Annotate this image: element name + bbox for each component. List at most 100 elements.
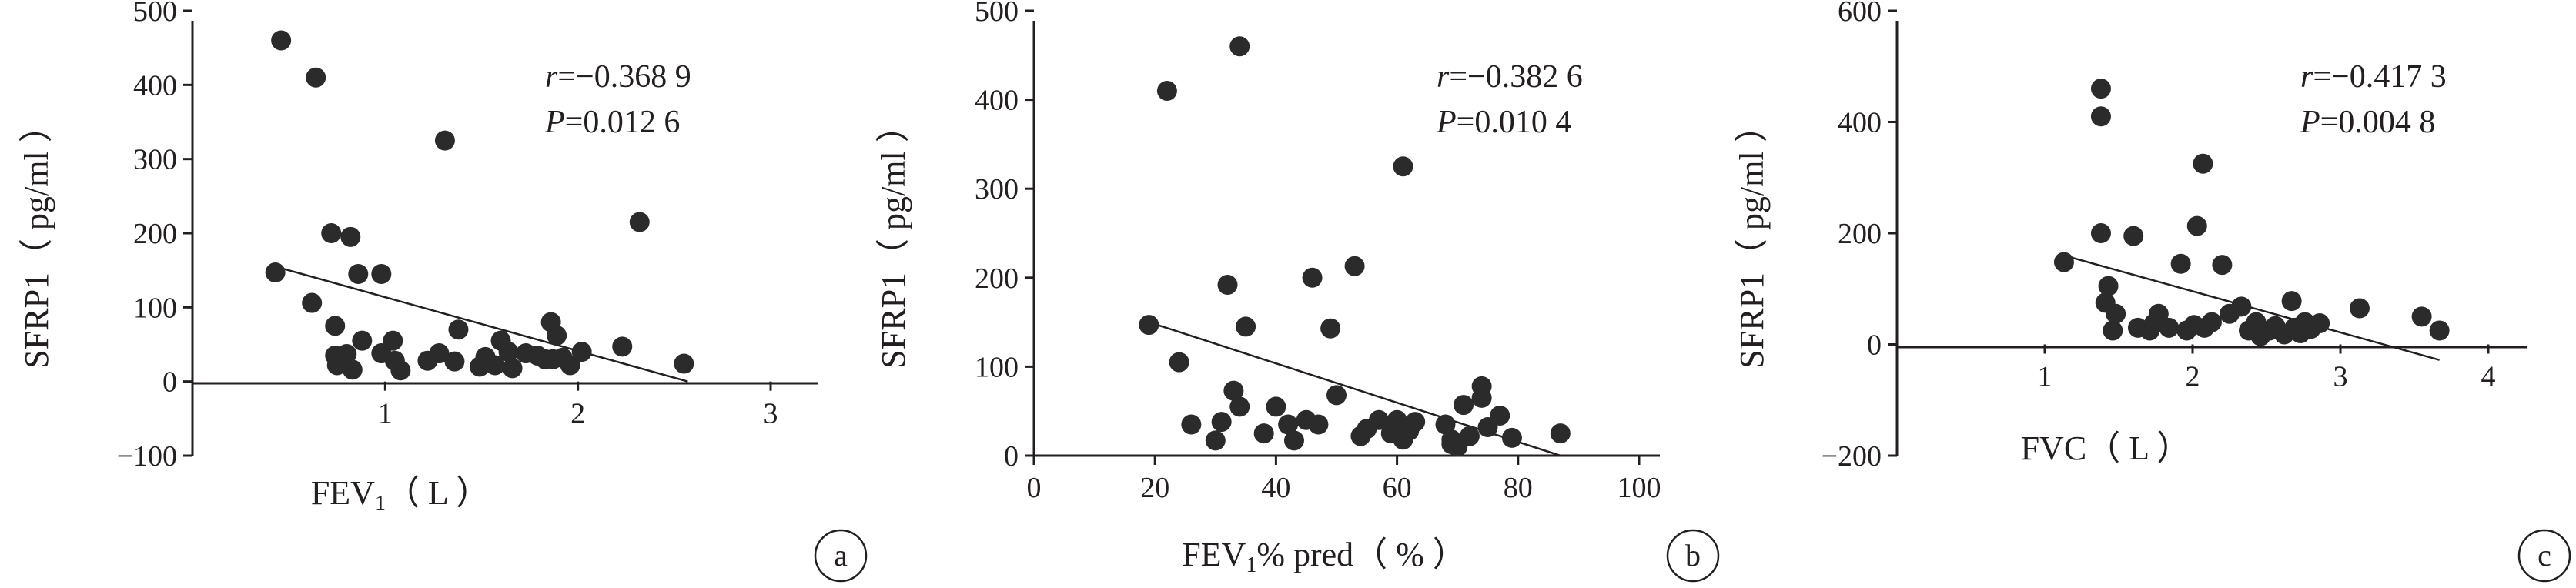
y-axis-label: SFRP1（ pg/ml ） (875, 109, 912, 368)
y-tick-label: −100 (117, 440, 177, 473)
data-point (1229, 396, 1250, 417)
data-point (485, 355, 506, 376)
data-point (383, 330, 403, 351)
data-point (348, 263, 369, 284)
y-tick-label: 400 (1838, 107, 1882, 139)
x-tick-label: 2 (2186, 361, 2200, 393)
data-point (1283, 430, 1304, 451)
data-point (371, 263, 392, 284)
regression-line (2063, 254, 2440, 361)
data-point (2212, 255, 2233, 276)
data-point (2098, 276, 2119, 296)
data-point (1326, 385, 1347, 406)
x-ticks: 1 2 3 (378, 381, 778, 430)
data-points (265, 30, 694, 381)
x-tick-label: 60 (1383, 472, 1412, 504)
data-point (547, 325, 567, 346)
x-axis-label: FVC（ L ） (2021, 429, 2191, 467)
data-point (1156, 81, 1177, 102)
data-point (434, 130, 455, 151)
data-point (306, 67, 326, 88)
trendline (2063, 254, 2440, 361)
y-tick-label: 100 (975, 351, 1019, 383)
data-point (1139, 315, 1159, 336)
data-point (1501, 427, 1522, 448)
p-value: P=0.012 6 (544, 105, 680, 140)
data-point (1169, 352, 1189, 373)
y-tick-label: 200 (975, 262, 1019, 295)
x-tick-label: 4 (2481, 361, 2496, 393)
data-point (1236, 316, 1256, 337)
p-value: P=0.004 8 (2300, 105, 2435, 140)
y-tick-label: 400 (975, 85, 1019, 117)
y-tick-label: 600 (1838, 0, 1882, 28)
correlation-r: r=−0.368 9 (545, 59, 691, 95)
data-point (560, 355, 580, 376)
y-tick-label: 100 (133, 292, 177, 324)
data-point (340, 226, 361, 247)
panel-letter-circle (1666, 529, 1720, 583)
data-point (2053, 252, 2074, 272)
y-tick-label: 0 (162, 366, 177, 399)
data-point (2193, 153, 2213, 174)
data-point (352, 330, 373, 351)
y-tick-label: 500 (133, 0, 177, 28)
x-ticks: 0 20 40 60 80 100 (1027, 456, 1661, 504)
trendline (275, 266, 688, 383)
data-point (1266, 396, 1286, 417)
data-point (2411, 306, 2432, 327)
y-tick-label: 0 (1004, 440, 1019, 473)
data-point (2123, 226, 2144, 246)
data-point (1217, 275, 1238, 296)
y-tick-label: 400 (133, 69, 177, 102)
x-tick-label: 80 (1504, 472, 1533, 504)
panel-letter: b (1685, 538, 1701, 573)
data-point (1205, 430, 1226, 451)
y-ticks: −200 0 200 400 600 (1822, 0, 1897, 473)
x-tick-label: 20 (1140, 472, 1169, 504)
data-point (629, 212, 650, 232)
x-ticks: 1 2 3 4 (2038, 344, 2496, 393)
x-tick-label: 1 (378, 398, 393, 430)
data-point (1253, 423, 1274, 444)
panel-c: −200 0 200 400 600 1 2 3 4 SFRP1（ pg/ml ） FVC（ … (1733, 0, 2571, 583)
data-point (571, 342, 592, 362)
data-point (1278, 414, 1299, 435)
correlation-r: r=−0.382 6 (1437, 59, 1583, 95)
data-point (1550, 423, 1571, 444)
x-tick-label: 100 (1618, 472, 1661, 504)
data-point (674, 353, 694, 374)
data-point (2090, 106, 2111, 127)
data-points (1139, 36, 1571, 457)
panel-letter-circle (814, 529, 868, 583)
data-point (2148, 303, 2169, 324)
data-point (342, 359, 363, 380)
y-ticks: −100 0 100 200 300 400 500 (117, 0, 192, 473)
panel-b: 0 100 200 300 400 500 0 20 40 60 80 100 SFRP1（ pg/… (875, 0, 1720, 583)
data-point (2090, 79, 2111, 99)
x-axis-label: FEV1（ L ） (311, 474, 490, 516)
x-tick-label: 3 (764, 398, 778, 430)
data-point (321, 223, 342, 243)
data-point (2310, 313, 2330, 334)
data-point (1344, 256, 1365, 276)
data-point (1211, 412, 1232, 433)
data-point (1302, 267, 1323, 288)
panel-letter: a (834, 538, 848, 573)
data-point (1490, 405, 1510, 426)
data-point (1435, 414, 1456, 435)
data-point (2186, 215, 2207, 236)
data-point (2090, 223, 2111, 243)
data-point (2103, 320, 2123, 341)
x-tick-label: 3 (2333, 361, 2348, 393)
data-point (2170, 253, 2191, 274)
data-point (2201, 312, 2222, 332)
data-point (1471, 387, 1492, 408)
x-tick-label: 2 (570, 398, 585, 430)
data-point (1181, 414, 1202, 435)
data-point (325, 316, 346, 336)
x-tick-label: 40 (1261, 472, 1290, 504)
y-axis-label: SFRP1（ pg/ml ） (1733, 109, 1771, 368)
data-point (612, 336, 633, 357)
y-tick-label: 200 (133, 218, 177, 250)
